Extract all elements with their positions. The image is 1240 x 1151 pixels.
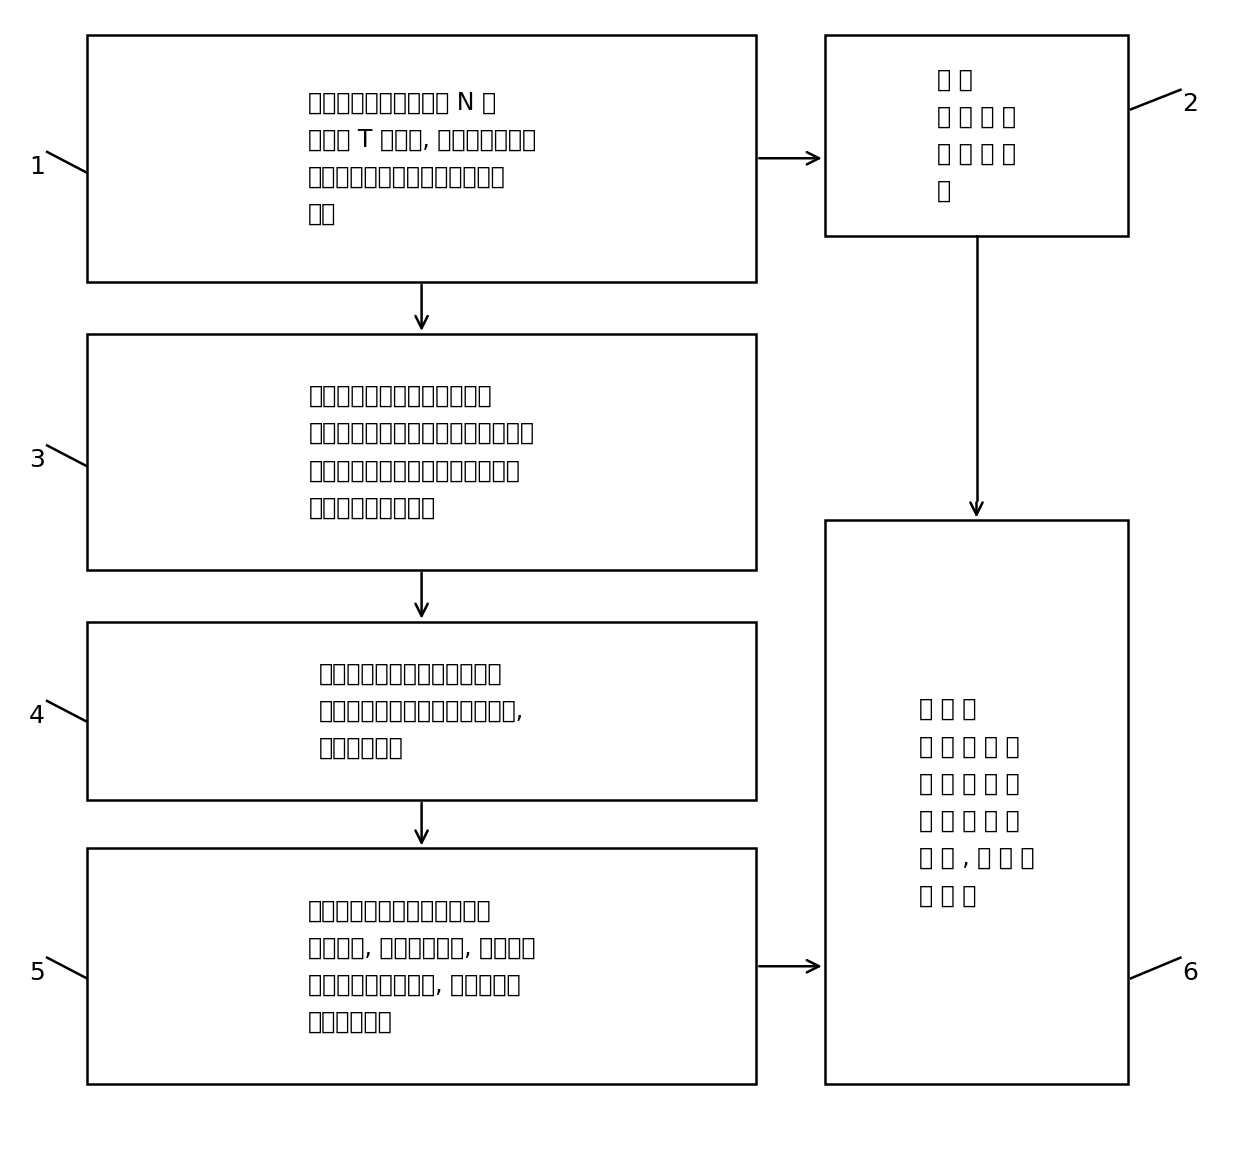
Bar (825, 35, 1128, 236)
Text: 6: 6 (1183, 961, 1198, 984)
Bar (87, 35, 756, 282)
Bar (87, 848, 756, 1084)
Text: 星间链路载荷接收星间链路模
拟器信号, 完成接收解调, 运行自主
定轨与时间同步算法, 输出定轨与
钟差解算结果: 星间链路载荷接收星间链路模 拟器信号, 完成接收解调, 运行自主 定轨与时间同步… (308, 898, 536, 1035)
Text: 4: 4 (30, 704, 45, 727)
Text: 分别将被测卫星与目标卫星的
星间距离、相对速度、相对加速度、
建链拓扑关系按约定格式保存并输
入到星间链路模拟器: 分别将被测卫星与目标卫星的 星间距离、相对速度、相对加速度、 建链拓扑关系按约定… (309, 383, 534, 520)
Text: 5: 5 (30, 961, 45, 984)
Bar (825, 520, 1128, 1084)
Text: 3: 3 (30, 449, 45, 472)
Text: 星间链路模拟器在各个时刻点
通过查表读取该时隙的轨道参数,
输出模拟信号: 星间链路模拟器在各个时刻点 通过查表读取该时隙的轨道参数, 输出模拟信号 (319, 662, 525, 760)
Bar (87, 622, 756, 800)
Text: 1: 1 (30, 155, 45, 178)
Text: 比 较 算
法 输 出 的 轨
道 与 钟 差 数
据 理 论 值 的
误 差 , 评 估 算
法 精 度: 比 较 算 法 输 出 的 轨 道 与 钟 差 数 据 理 论 值 的 误 差 … (919, 698, 1034, 907)
Text: 保 存
被 测 卫 星
的 轨 道 参
数: 保 存 被 测 卫 星 的 轨 道 参 数 (937, 67, 1016, 204)
Text: 2: 2 (1183, 92, 1198, 115)
Text: 将测试场景总时长分为 N 个
时长为 T 的时隙, 在各个时刻点生
成被测卫星与各目标卫星的轨道
数据: 将测试场景总时长分为 N 个 时长为 T 的时隙, 在各个时刻点生 成被测卫星与… (308, 90, 536, 227)
Bar (87, 334, 756, 570)
